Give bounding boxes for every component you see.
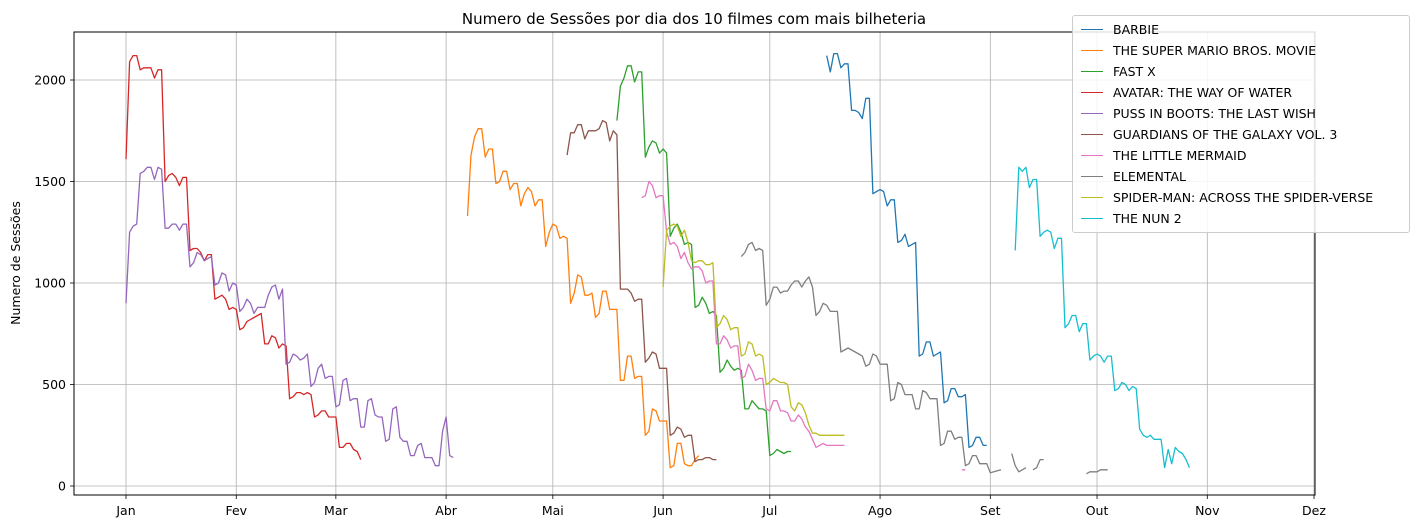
- legend-item: FAST X: [1081, 61, 1409, 82]
- legend-label: THE LITTLE MERMAID: [1113, 148, 1247, 163]
- legend-swatch: [1081, 92, 1103, 93]
- x-tick-label: Ago: [868, 503, 892, 518]
- legend-swatch: [1081, 197, 1103, 198]
- legend-item: THE SUPER MARIO BROS. MOVIE: [1081, 40, 1409, 61]
- series-line-the-little-mermaid: [641, 180, 966, 471]
- y-tick-label: 1500: [34, 174, 66, 189]
- x-tick-label: Jun: [652, 503, 673, 518]
- legend-label: GUARDIANS OF THE GALAXY VOL. 3: [1113, 127, 1338, 142]
- legend-item: THE NUN 2: [1081, 208, 1409, 229]
- legend-item: PUSS IN BOOTS: THE LAST WISH: [1081, 103, 1409, 124]
- y-tick-label: 0: [58, 479, 66, 494]
- legend-item: THE LITTLE MERMAID: [1081, 145, 1409, 166]
- y-tick-label: 2000: [34, 73, 66, 88]
- series-line-spider-man-across-the-spider-verse: [662, 223, 845, 436]
- legend-item: ELEMENTAL: [1081, 166, 1409, 187]
- legend-label: FAST X: [1113, 64, 1156, 79]
- x-tick-label: Jan: [115, 503, 135, 518]
- x-tick-label: Jul: [761, 503, 777, 518]
- legend-swatch: [1081, 218, 1103, 219]
- series-line-elemental: [740, 241, 1108, 475]
- series-line-the-nun-2: [1014, 166, 1191, 469]
- legend-label: ELEMENTAL: [1113, 169, 1186, 184]
- series-lines: [125, 52, 1191, 475]
- legend-label: PUSS IN BOOTS: THE LAST WISH: [1113, 106, 1316, 121]
- x-tick-label: Set: [980, 503, 1001, 518]
- y-axis-label: Numero de Sessões: [8, 201, 23, 325]
- legend-label: AVATAR: THE WAY OF WATER: [1113, 85, 1293, 100]
- x-tick-label: Mai: [542, 503, 564, 518]
- legend-swatch: [1081, 155, 1103, 156]
- legend-swatch: [1081, 50, 1103, 51]
- legend-label: THE SUPER MARIO BROS. MOVIE: [1113, 43, 1317, 58]
- x-tick-label: Fev: [225, 503, 247, 518]
- series-line-puss-in-boots-the-last-wish: [125, 166, 454, 467]
- series-line-barbie: [826, 52, 987, 449]
- chart-title: Numero de Sessões por dia dos 10 filmes …: [462, 10, 926, 28]
- y-axis-ticks: 0 500 1000 1500 2000: [34, 73, 74, 494]
- x-tick-label: Abr: [435, 503, 457, 518]
- series-line-avatar-the-way-of-water: [125, 54, 362, 460]
- x-tick-label: Mar: [324, 503, 348, 518]
- series-line-guardians-of-the-galaxy-vol-3: [566, 119, 717, 463]
- legend-swatch: [1081, 134, 1103, 135]
- series-line-fast-x: [616, 65, 792, 457]
- y-tick-label: 1000: [34, 276, 66, 291]
- legend-swatch: [1081, 71, 1103, 72]
- chart-legend: BARBIE THE SUPER MARIO BROS. MOVIE FAST X A…: [1072, 15, 1410, 233]
- legend-item: AVATAR: THE WAY OF WATER: [1081, 82, 1409, 103]
- legend-label: THE NUN 2: [1113, 211, 1182, 226]
- legend-item: GUARDIANS OF THE GALAXY VOL. 3: [1081, 124, 1409, 145]
- x-tick-label: Dez: [1302, 503, 1326, 518]
- series-line-the-super-mario-bros-movie: [466, 128, 700, 469]
- legend-swatch: [1081, 113, 1103, 114]
- legend-swatch: [1081, 29, 1103, 30]
- x-tick-label: Out: [1086, 503, 1109, 518]
- legend-swatch: [1081, 176, 1103, 177]
- legend-item: SPIDER-MAN: ACROSS THE SPIDER-VERSE: [1081, 187, 1409, 208]
- x-tick-label: Nov: [1195, 503, 1220, 518]
- y-tick-label: 500: [42, 377, 66, 392]
- legend-label: SPIDER-MAN: ACROSS THE SPIDER-VERSE: [1113, 190, 1374, 205]
- axes-frame: [73, 31, 1316, 496]
- legend-label: BARBIE: [1113, 22, 1159, 37]
- legend-item: BARBIE: [1081, 19, 1409, 40]
- x-axis-ticks: Jan Fev Mar Abr Mai Jun Jul Ago Set Out Nov Dez: [115, 495, 1326, 518]
